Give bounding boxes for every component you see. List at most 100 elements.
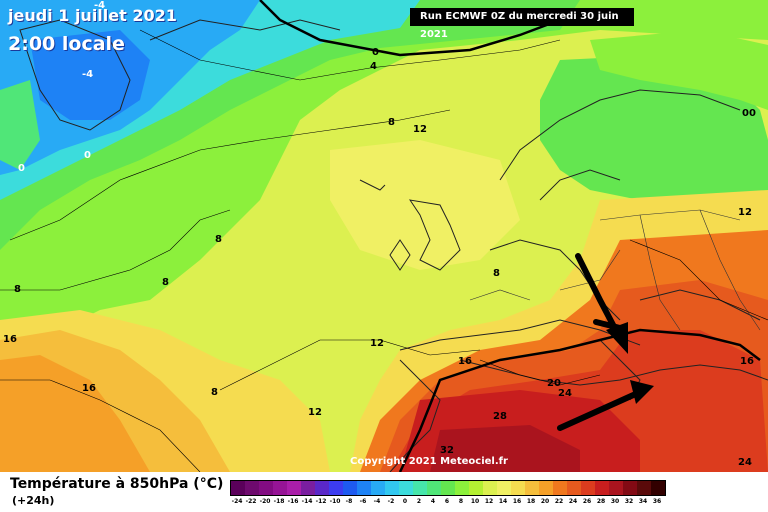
color-scale-swatch — [427, 481, 441, 495]
field-blue — [30, 30, 150, 120]
model-run-banner: Run ECMWF 0Z du mercredi 30 juin 2021 — [410, 8, 634, 40]
color-scale-swatch — [469, 481, 483, 495]
field-deep-red — [430, 425, 580, 472]
isotherm-label: 24 — [738, 457, 752, 468]
color-scale-label: 14 — [498, 498, 508, 505]
color-scale-label: 32 — [624, 498, 634, 505]
color-scale-label: -22 — [245, 498, 257, 505]
field-scandinavia-green — [540, 55, 768, 210]
color-scale-label: -14 — [301, 498, 313, 505]
color-scale-swatch — [301, 481, 315, 495]
annotation-arrows — [557, 253, 654, 431]
color-scale-label: 28 — [596, 498, 606, 505]
isotherm-label: 0 — [372, 47, 379, 58]
isotherm-label: 8 — [14, 284, 21, 295]
color-scale-label: 16 — [512, 498, 522, 505]
color-scale-swatch — [455, 481, 469, 495]
coastlines — [19, 19, 768, 472]
isotherm-label: 16 — [3, 334, 17, 345]
color-scale-swatch — [441, 481, 455, 495]
isotherms — [0, 29, 768, 472]
color-scale-label: 34 — [638, 498, 648, 505]
color-scale-swatch — [511, 481, 525, 495]
color-scale-label: -8 — [345, 498, 353, 505]
color-scale-label: 24 — [568, 498, 578, 505]
color-scale-swatch — [343, 481, 357, 495]
color-scale-swatch — [553, 481, 567, 495]
color-scale-swatch — [231, 481, 245, 495]
color-scale-swatch — [357, 481, 371, 495]
color-scale-label: 2 — [416, 498, 422, 505]
color-scale-label: 12 — [484, 498, 494, 505]
color-scale-swatch — [483, 481, 497, 495]
forecast-local-time: 2:00 locale — [8, 33, 125, 55]
isotherm-label: 12 — [370, 338, 384, 349]
isotherm-label: 24 — [558, 388, 572, 399]
color-scale-swatch — [609, 481, 623, 495]
color-scale-label: -6 — [359, 498, 367, 505]
color-scale-label: -10 — [329, 498, 341, 505]
isotherm-label: 8 — [215, 234, 222, 245]
color-scale-label: -24 — [231, 498, 243, 505]
color-scale-label: -2 — [387, 498, 395, 505]
isotherm-label: -4 — [82, 69, 94, 80]
color-scale-label: -20 — [259, 498, 271, 505]
color-scale-label: 6 — [444, 498, 450, 505]
isotherm-label: 4 — [370, 61, 377, 72]
isotherm-label: 20 — [547, 378, 561, 389]
forecast-date: jeudi 1 juillet 2021 — [8, 6, 177, 25]
color-scale-swatch — [539, 481, 553, 495]
color-scale-label: 36 — [652, 498, 662, 505]
isotherm-label: 28 — [493, 411, 507, 422]
color-scale-swatch — [329, 481, 343, 495]
color-scale-swatch — [581, 481, 595, 495]
color-scale-label: 26 — [582, 498, 592, 505]
color-scale-swatch — [259, 481, 273, 495]
isotherm-label: 12 — [738, 207, 752, 218]
temperature-map[interactable]: jeudi 1 juillet 2021 2:00 locale Run ECM… — [0, 0, 768, 472]
color-scale-label: -16 — [287, 498, 299, 505]
color-scale-label: 4 — [430, 498, 436, 505]
color-scale-swatch — [385, 481, 399, 495]
legend-lead-time: (+24h) — [12, 494, 55, 507]
isotherm-label: 8 — [211, 387, 218, 398]
isotherm-label: 16 — [740, 356, 754, 367]
color-scale-label: -4 — [373, 498, 381, 505]
isotherm-label: 8 — [493, 268, 500, 279]
color-scale-swatch — [371, 481, 385, 495]
isotherm-label: 0 — [84, 150, 91, 161]
color-scale-label: 8 — [458, 498, 464, 505]
color-scale-swatch — [497, 481, 511, 495]
color-scale-swatch — [273, 481, 287, 495]
color-scale-label: 0 — [402, 498, 408, 505]
color-scale-swatch — [567, 481, 581, 495]
color-scale-label: -12 — [315, 498, 327, 505]
field-green-west — [0, 80, 40, 170]
color-scale-swatch — [413, 481, 427, 495]
isotherm-label: 8 — [162, 277, 169, 288]
color-scale — [230, 480, 666, 496]
color-scale-swatch — [637, 481, 651, 495]
color-scale-label: 22 — [554, 498, 564, 505]
field-yellow-atlantic — [330, 140, 520, 270]
isotherm-label: 12 — [413, 124, 427, 135]
isotherm-label: 8 — [388, 117, 395, 128]
map-legend: Température à 850hPa (°C) (+24h) -24 -22-… — [0, 472, 768, 512]
isotherm-label: 16 — [458, 356, 472, 367]
country-borders — [469, 209, 761, 331]
color-scale-label: 20 — [540, 498, 550, 505]
legend-title: Température à 850hPa (°C) — [10, 476, 224, 492]
color-scale-swatch — [651, 481, 665, 495]
field-southwest-orange-dark — [0, 355, 150, 472]
color-scale-swatch — [287, 481, 301, 495]
color-scale-label: 18 — [526, 498, 536, 505]
color-scale-label: -18 — [273, 498, 285, 505]
isotherm-label: 0 — [18, 163, 25, 174]
isotherm-label: 12 — [308, 407, 322, 418]
isotherm-thick-south — [398, 328, 761, 472]
isotherm-label: 32 — [440, 445, 454, 456]
field-north-green — [590, 30, 768, 110]
color-scale-swatch — [245, 481, 259, 495]
color-scale-swatch — [595, 481, 609, 495]
